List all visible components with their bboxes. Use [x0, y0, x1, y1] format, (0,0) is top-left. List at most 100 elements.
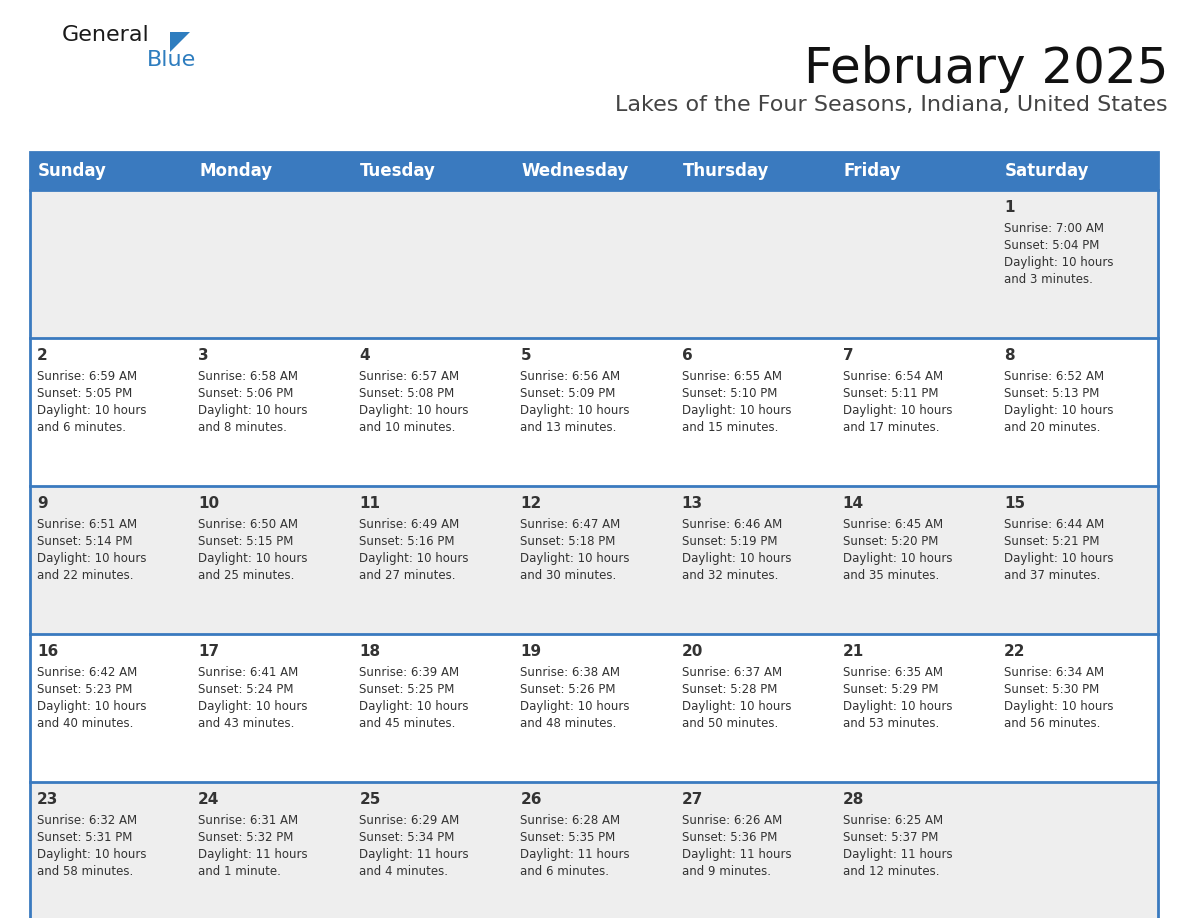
Text: and 50 minutes.: and 50 minutes. [682, 717, 778, 730]
Text: Daylight: 10 hours: Daylight: 10 hours [198, 404, 308, 417]
Text: and 13 minutes.: and 13 minutes. [520, 421, 617, 434]
Text: and 58 minutes.: and 58 minutes. [37, 865, 133, 878]
Text: Daylight: 10 hours: Daylight: 10 hours [37, 700, 146, 713]
Text: Sunrise: 6:28 AM: Sunrise: 6:28 AM [520, 814, 620, 827]
Text: Sunset: 5:18 PM: Sunset: 5:18 PM [520, 535, 615, 548]
Text: Sunset: 5:30 PM: Sunset: 5:30 PM [1004, 683, 1099, 696]
Text: Tuesday: Tuesday [360, 162, 436, 180]
Text: Sunrise: 6:52 AM: Sunrise: 6:52 AM [1004, 370, 1104, 383]
Text: and 1 minute.: and 1 minute. [198, 865, 282, 878]
Text: Sunrise: 6:32 AM: Sunrise: 6:32 AM [37, 814, 137, 827]
Text: Sunset: 5:34 PM: Sunset: 5:34 PM [359, 831, 455, 844]
Text: Sunset: 5:25 PM: Sunset: 5:25 PM [359, 683, 455, 696]
Text: 21: 21 [842, 644, 864, 659]
Text: Daylight: 10 hours: Daylight: 10 hours [1004, 552, 1113, 565]
Text: and 37 minutes.: and 37 minutes. [1004, 569, 1100, 582]
Text: Sunset: 5:04 PM: Sunset: 5:04 PM [1004, 239, 1099, 252]
Text: Sunset: 5:26 PM: Sunset: 5:26 PM [520, 683, 615, 696]
Text: and 40 minutes.: and 40 minutes. [37, 717, 133, 730]
Text: and 48 minutes.: and 48 minutes. [520, 717, 617, 730]
Text: 12: 12 [520, 496, 542, 511]
Text: Daylight: 10 hours: Daylight: 10 hours [842, 404, 953, 417]
Bar [30, 486, 1158, 634]
Text: Daylight: 10 hours: Daylight: 10 hours [37, 848, 146, 861]
Text: Sunrise: 6:37 AM: Sunrise: 6:37 AM [682, 666, 782, 679]
Text: Sunrise: 6:39 AM: Sunrise: 6:39 AM [359, 666, 460, 679]
Bar [997, 152, 1158, 190]
Text: Daylight: 10 hours: Daylight: 10 hours [359, 700, 469, 713]
Text: Daylight: 10 hours: Daylight: 10 hours [198, 552, 308, 565]
Text: Sunday: Sunday [38, 162, 107, 180]
Text: Sunrise: 6:25 AM: Sunrise: 6:25 AM [842, 814, 943, 827]
Text: Sunset: 5:10 PM: Sunset: 5:10 PM [682, 387, 777, 400]
Text: 22: 22 [1004, 644, 1025, 659]
Text: Sunrise: 6:38 AM: Sunrise: 6:38 AM [520, 666, 620, 679]
Text: Wednesday: Wednesday [522, 162, 628, 180]
Text: and 6 minutes.: and 6 minutes. [37, 421, 126, 434]
Bar [30, 190, 1158, 338]
Text: Sunset: 5:08 PM: Sunset: 5:08 PM [359, 387, 455, 400]
Text: Daylight: 10 hours: Daylight: 10 hours [37, 552, 146, 565]
Text: and 32 minutes.: and 32 minutes. [682, 569, 778, 582]
Text: Daylight: 10 hours: Daylight: 10 hours [359, 552, 469, 565]
Text: Sunrise: 6:54 AM: Sunrise: 6:54 AM [842, 370, 943, 383]
Text: Daylight: 11 hours: Daylight: 11 hours [520, 848, 630, 861]
Text: Sunset: 5:05 PM: Sunset: 5:05 PM [37, 387, 132, 400]
Text: 4: 4 [359, 348, 369, 363]
Bar [30, 782, 1158, 918]
Text: 20: 20 [682, 644, 703, 659]
Text: 27: 27 [682, 792, 703, 807]
Text: Sunrise: 6:44 AM: Sunrise: 6:44 AM [1004, 518, 1104, 531]
Text: Sunrise: 6:58 AM: Sunrise: 6:58 AM [198, 370, 298, 383]
Text: Sunset: 5:15 PM: Sunset: 5:15 PM [198, 535, 293, 548]
Text: Sunset: 5:13 PM: Sunset: 5:13 PM [1004, 387, 1099, 400]
Text: Sunrise: 6:26 AM: Sunrise: 6:26 AM [682, 814, 782, 827]
Text: Sunrise: 6:49 AM: Sunrise: 6:49 AM [359, 518, 460, 531]
Text: Sunset: 5:31 PM: Sunset: 5:31 PM [37, 831, 132, 844]
Text: Sunset: 5:06 PM: Sunset: 5:06 PM [198, 387, 293, 400]
Text: General: General [62, 25, 150, 45]
Text: Sunrise: 6:46 AM: Sunrise: 6:46 AM [682, 518, 782, 531]
Text: Daylight: 10 hours: Daylight: 10 hours [359, 404, 469, 417]
Text: Sunset: 5:16 PM: Sunset: 5:16 PM [359, 535, 455, 548]
Text: Sunrise: 6:50 AM: Sunrise: 6:50 AM [198, 518, 298, 531]
Text: Daylight: 11 hours: Daylight: 11 hours [198, 848, 308, 861]
Text: and 45 minutes.: and 45 minutes. [359, 717, 456, 730]
Text: and 43 minutes.: and 43 minutes. [198, 717, 295, 730]
Bar [675, 152, 835, 190]
Text: Monday: Monday [200, 162, 272, 180]
Text: and 30 minutes.: and 30 minutes. [520, 569, 617, 582]
Text: Daylight: 10 hours: Daylight: 10 hours [842, 700, 953, 713]
Text: Sunrise: 6:51 AM: Sunrise: 6:51 AM [37, 518, 137, 531]
Text: Sunset: 5:19 PM: Sunset: 5:19 PM [682, 535, 777, 548]
Text: 23: 23 [37, 792, 58, 807]
Text: Saturday: Saturday [1005, 162, 1089, 180]
Text: Daylight: 10 hours: Daylight: 10 hours [682, 700, 791, 713]
Text: Sunrise: 7:00 AM: Sunrise: 7:00 AM [1004, 222, 1104, 235]
Text: Daylight: 10 hours: Daylight: 10 hours [520, 700, 630, 713]
Bar [30, 634, 1158, 782]
Text: and 25 minutes.: and 25 minutes. [198, 569, 295, 582]
Text: Sunset: 5:36 PM: Sunset: 5:36 PM [682, 831, 777, 844]
Text: and 12 minutes.: and 12 minutes. [842, 865, 940, 878]
Text: Sunset: 5:14 PM: Sunset: 5:14 PM [37, 535, 133, 548]
Bar [30, 152, 1158, 918]
Text: Sunrise: 6:56 AM: Sunrise: 6:56 AM [520, 370, 620, 383]
Text: 8: 8 [1004, 348, 1015, 363]
Text: Daylight: 10 hours: Daylight: 10 hours [520, 404, 630, 417]
Text: Daylight: 11 hours: Daylight: 11 hours [842, 848, 953, 861]
Text: 25: 25 [359, 792, 380, 807]
Text: 6: 6 [682, 348, 693, 363]
Text: Daylight: 10 hours: Daylight: 10 hours [682, 404, 791, 417]
Text: Sunset: 5:21 PM: Sunset: 5:21 PM [1004, 535, 1099, 548]
Text: Sunrise: 6:42 AM: Sunrise: 6:42 AM [37, 666, 138, 679]
Text: and 15 minutes.: and 15 minutes. [682, 421, 778, 434]
Text: 28: 28 [842, 792, 864, 807]
Text: 9: 9 [37, 496, 48, 511]
Text: Sunrise: 6:34 AM: Sunrise: 6:34 AM [1004, 666, 1104, 679]
Text: and 56 minutes.: and 56 minutes. [1004, 717, 1100, 730]
Text: 10: 10 [198, 496, 220, 511]
Text: Sunrise: 6:55 AM: Sunrise: 6:55 AM [682, 370, 782, 383]
Bar [30, 338, 1158, 486]
Text: Daylight: 10 hours: Daylight: 10 hours [1004, 256, 1113, 269]
